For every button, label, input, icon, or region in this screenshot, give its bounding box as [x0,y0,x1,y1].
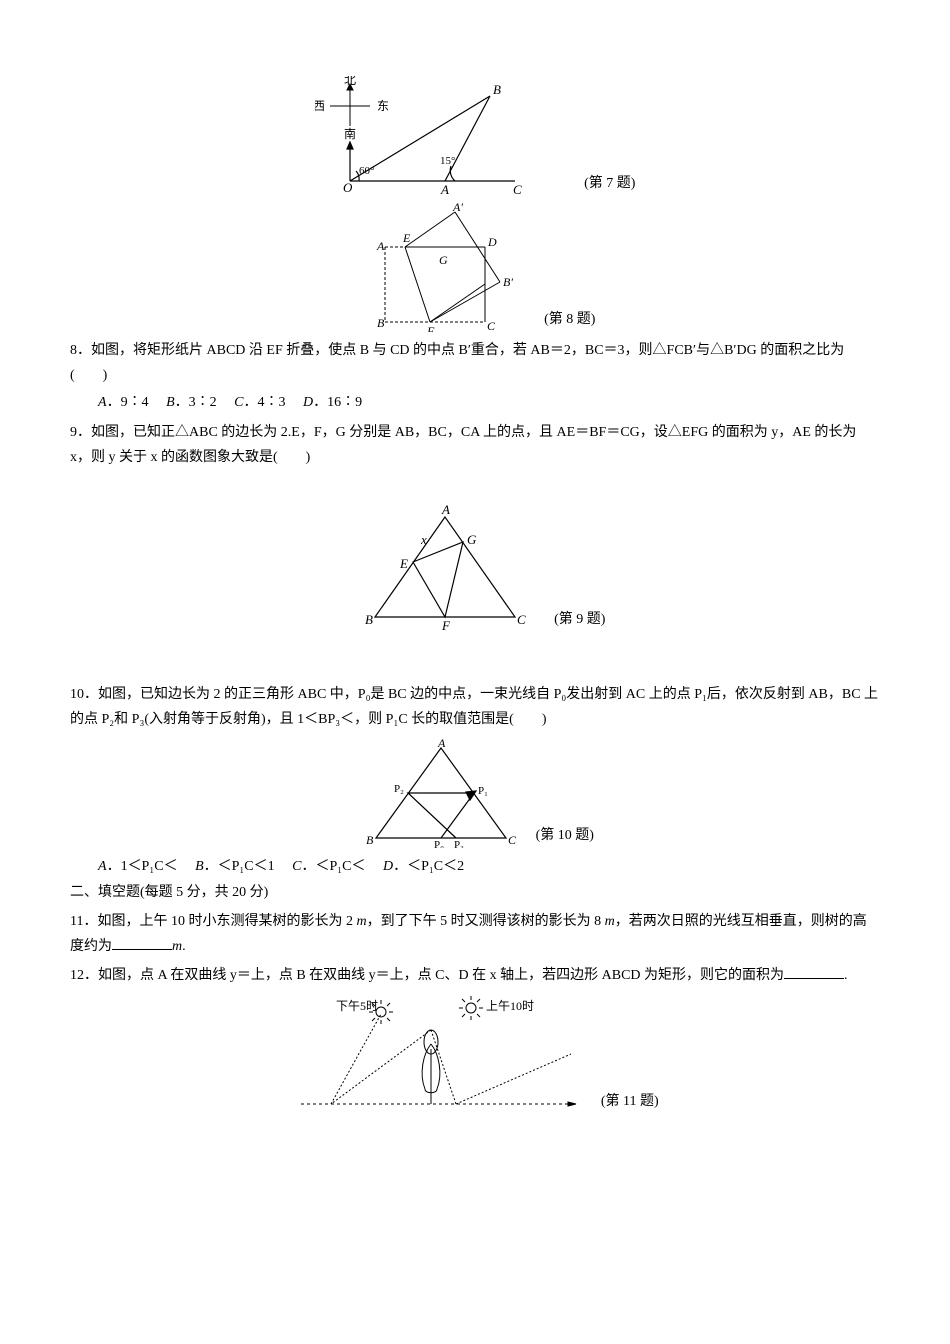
question-10: 10．如图，已知边长为 2 的正三角形 ABC 中，P₀是 BC 边的中点，一束… [70,682,880,732]
q10-label-C: C [508,833,517,847]
q8-label-E: E [402,231,411,245]
question-10-text: 10．如图，已知边长为 2 的正三角形 ABC 中，P₀是 BC 边的中点，一束… [70,687,878,727]
figure-7-caption: (第 7 题) [584,176,635,191]
figure-11-caption: (第 11 题) [601,1094,659,1109]
q9-label-B: B [365,612,373,627]
q12-text-a: 12．如图，点 A 在双曲线 y＝上，点 B 在双曲线 y＝上，点 C、D 在 … [70,968,784,983]
question-9: 9．如图，已知正△ABC 的边长为 2.E，F，G 分别是 AB，BC，CA 上… [70,420,880,470]
q10-label-P1: P₁ [478,785,488,797]
question-8-choices: A．9∶4 B．3∶2 C．4∶3 D．16∶9 [98,390,880,415]
q10-choice-D: ＜P₁C＜2 [407,859,464,874]
compass-east: 东 [377,99,389,113]
q9-label-A: A [441,502,450,517]
q8-choice-C: 4∶3 [257,395,285,410]
angle-60: 60° [359,165,374,177]
q8-choice-A: 9∶4 [121,395,149,410]
q10-choice-label-A: A [98,859,107,874]
q11-unit1: m [356,914,366,929]
question-8: 8．如图，将矩形纸片 ABCD 沿 EF 折叠，使点 B 与 CD 的中点 B′… [70,338,880,388]
section-2-heading: 二、填空题(每题 5 分，共 20 分) [70,880,880,905]
figure-7-svg: 北 南 东 西 O A B C 60° 15° [315,76,575,196]
question-11: 11．如图，上午 10 时小东测得某树的影长为 2 m，到了下午 5 时又测得该… [70,909,880,959]
compass-south: 南 [344,126,356,141]
q11-unit3: m [172,939,182,954]
fig11-am: 上午10时 [486,999,534,1013]
question-12: 12．如图，点 A 在双曲线 y＝上，点 B 在双曲线 y＝上，点 C、D 在 … [70,963,880,988]
q8-label-Ap: A′ [452,202,463,214]
q10-label-P2: P₂ [394,783,404,795]
figure-10: A B C P₀ P₁ P₂ P₃ (第 10 题) [70,738,880,848]
q8-choice-label-C: C [234,395,243,410]
q10-choice-C: ＜P₁C＜ [316,859,366,874]
q9-label-G: G [467,532,477,547]
q8-label-G: G [439,253,448,267]
q10-label-A: A [437,738,446,750]
figure-7: 北 南 东 西 O A B C 60° 15° (第 7 题) [70,76,880,196]
q8-label-B: B [377,316,385,330]
q11-text-b: ，到了下午 5 时又测得该树的影长为 8 [367,914,605,929]
q9-label-F: F [441,618,451,632]
figure-9-svg: A B C E F G x [345,502,545,632]
q9-label-x: x [420,532,427,547]
q8-choice-label-D: D [303,395,313,410]
q10-choice-label-C: C [292,859,301,874]
figure-8-caption: (第 8 题) [544,312,595,327]
label-O: O [343,180,353,195]
figure-9: A B C E F G x (第 9 题) [70,502,880,632]
q12-blank [784,964,844,979]
q8-choice-label-A: A [98,395,107,410]
figure-10-caption: (第 10 题) [536,828,594,843]
q8-label-F: F [426,324,435,332]
compass-west: 西 [315,99,325,113]
q11-text-d: . [182,939,186,954]
question-8-text: 8．如图，将矩形纸片 ABCD 沿 EF 折叠，使点 B 与 CD 的中点 B′… [70,343,844,383]
q8-label-A: A [376,239,385,253]
q10-choice-label-D: D [383,859,393,874]
figure-11-svg: 下午5时 上午10时 [291,994,591,1114]
figure-10-svg: A B C P₀ P₁ P₂ P₃ [356,738,526,848]
q10-label-P0: P₀ [434,839,444,848]
q8-choice-B: 3∶2 [189,395,217,410]
compass-north: 北 [344,76,356,87]
label-C: C [513,182,522,196]
q8-label-Bp: B′ [503,275,513,289]
q8-label-D: D [487,235,497,249]
q11-text-a: 11．如图，上午 10 时小东测得某树的影长为 2 [70,914,356,929]
q11-blank [112,935,172,950]
q9-label-E: E [399,556,408,571]
q8-label-C: C [487,319,496,332]
fig11-pm: 下午5时 [336,999,378,1013]
q10-choice-label-B: B [195,859,204,874]
q8-choice-label-B: B [166,395,175,410]
q10-choice-B: ＜P₁C＜1 [218,859,275,874]
question-10-choices: A．1＜P₁C＜ B．＜P₁C＜1 C．＜P₁C＜ D．＜P₁C＜2 [98,854,880,879]
q10-label-P3: P₃ [454,839,464,848]
label-B: B [493,82,501,97]
figure-11: 下午5时 上午10时 (第 11 题) [70,994,880,1114]
figure-9-caption: (第 9 题) [554,612,605,627]
figure-8: A B C D E F G A′ B′ (第 8 题) [70,202,880,332]
label-A: A [440,182,449,196]
question-9-text: 9．如图，已知正△ABC 的边长为 2.E，F，G 分别是 AB，BC，CA 上… [70,425,856,465]
figure-8-svg: A B C D E F G A′ B′ [355,202,535,332]
angle-15: 15° [440,155,455,167]
q12-text-b: . [844,968,848,983]
q10-label-B: B [366,833,374,847]
q10-choice-A: 1＜P₁C＜ [121,859,178,874]
q11-unit2: m [605,914,615,929]
q8-choice-D: 16∶9 [327,395,362,410]
q9-label-C: C [517,612,526,627]
